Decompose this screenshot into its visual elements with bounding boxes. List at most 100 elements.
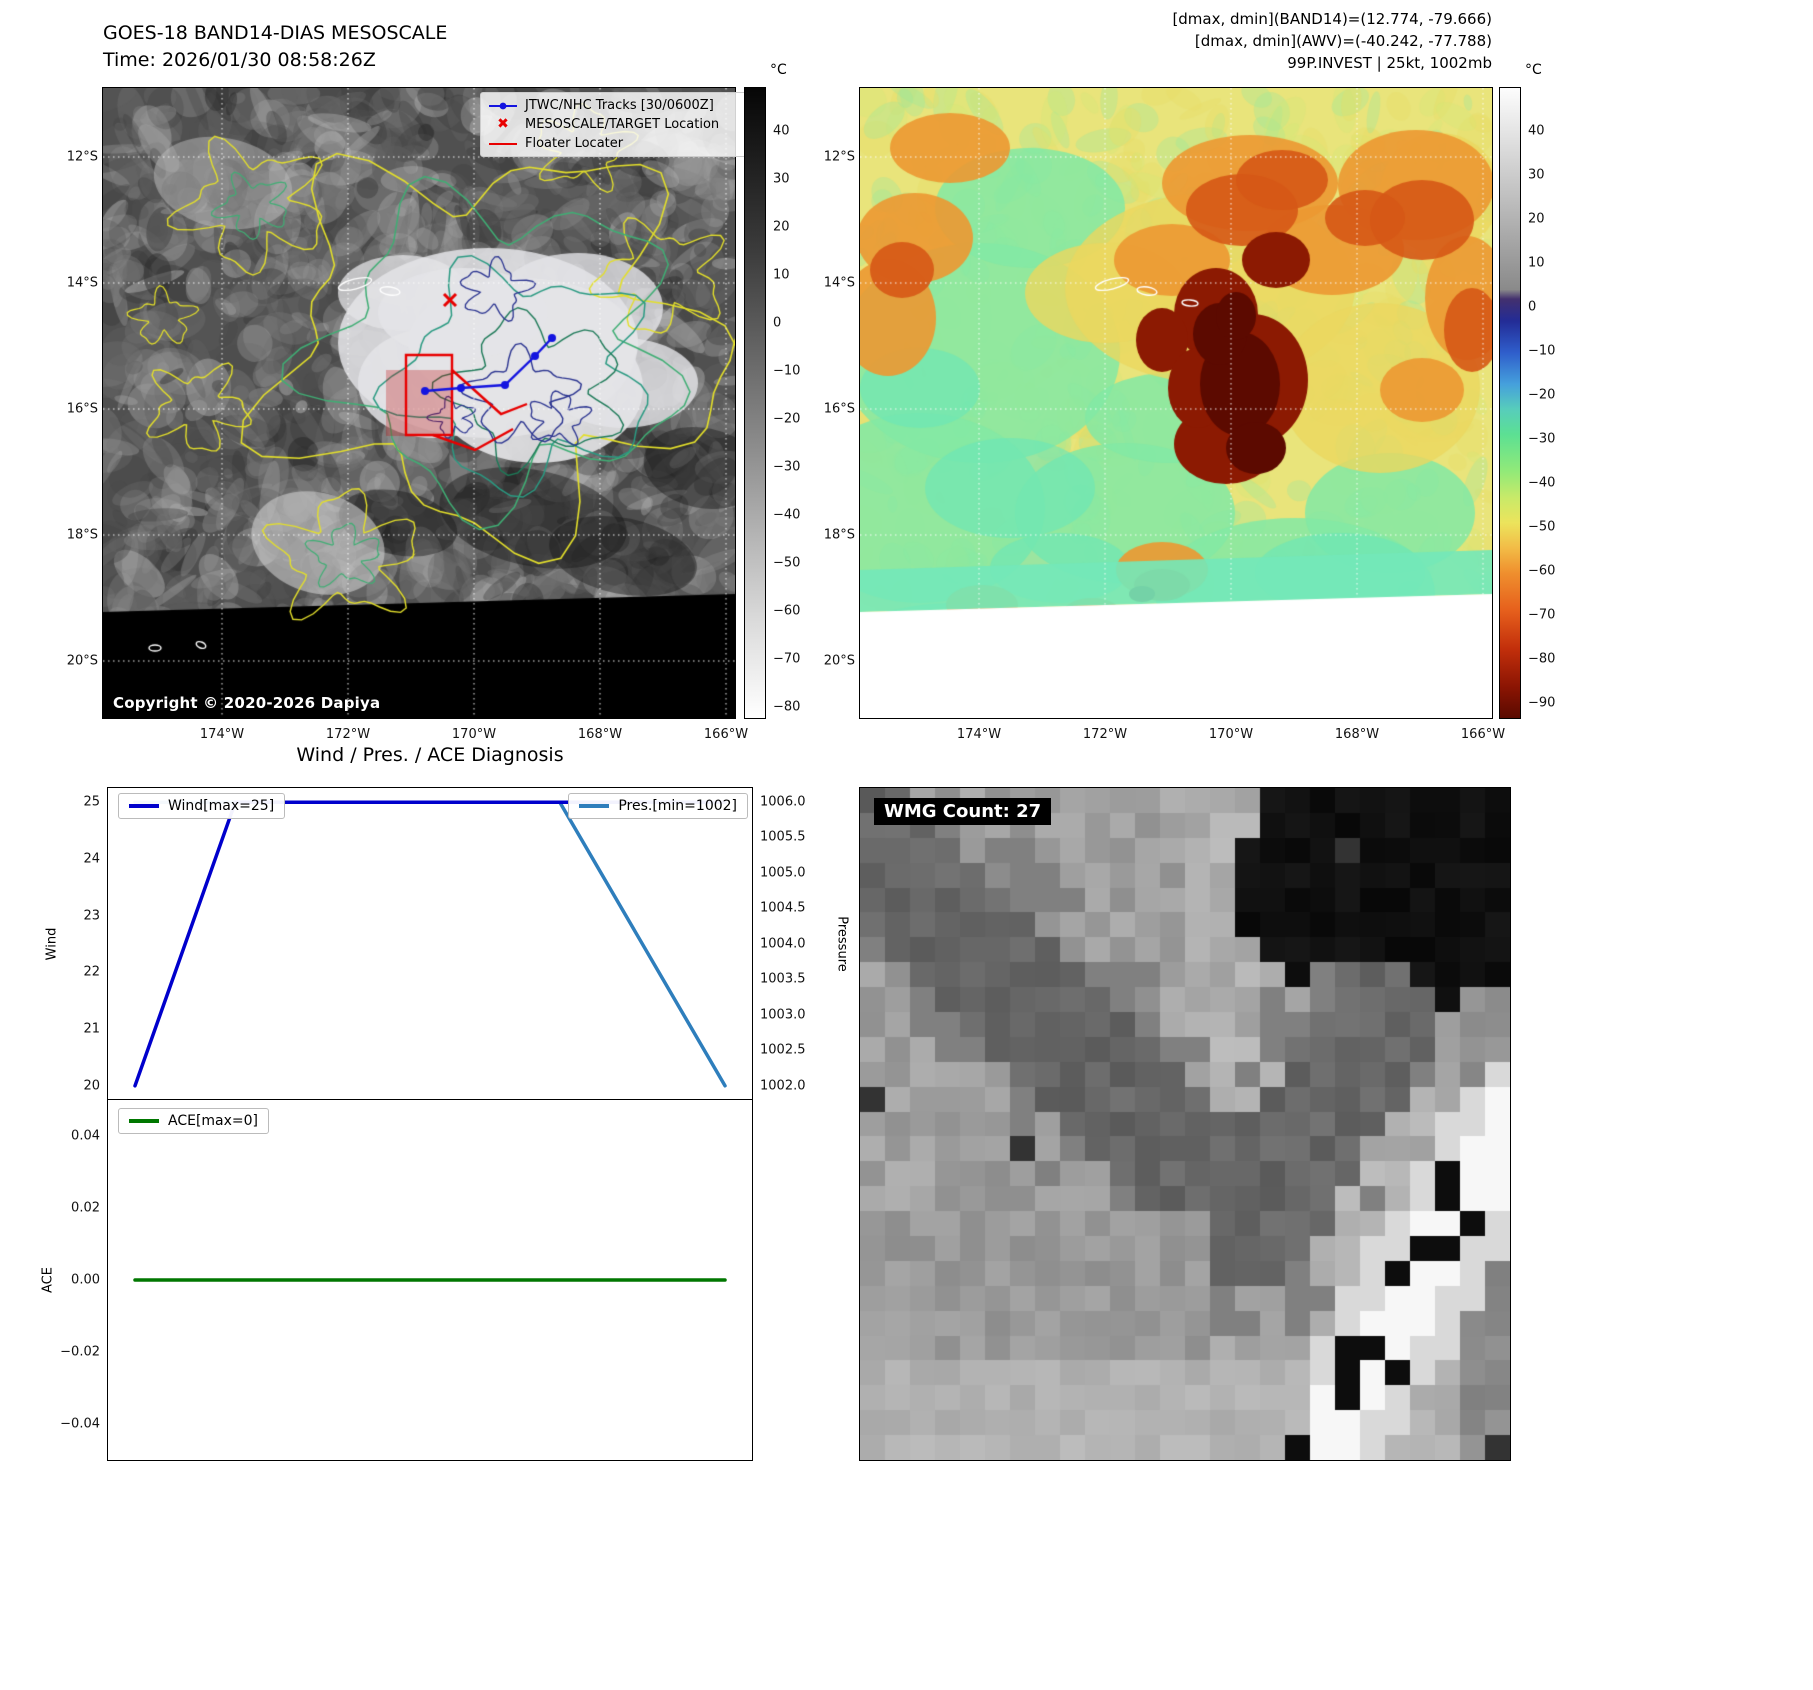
diagnosis-title: Wind / Pres. / ACE Diagnosis — [296, 744, 564, 766]
pressure-axis-tick: 1002.0 — [760, 1078, 806, 1094]
legend-row-target: ✖ MESOSCALE/TARGET Location — [487, 117, 743, 132]
wind-axis-tick: 22 — [83, 964, 100, 980]
pres-line-icon — [579, 804, 610, 808]
enhanced-ir-image — [860, 88, 1492, 718]
colorbar-tick: −20 — [1528, 387, 1556, 403]
lat-tick: 16°S — [823, 401, 855, 417]
lat-tick: 16°S — [66, 401, 98, 417]
wind-axis-tick: 24 — [83, 851, 100, 867]
wmg-microwave-image — [860, 788, 1510, 1460]
copyright-text: Copyright © 2020-2026 Dapiya — [113, 694, 381, 712]
colorbar-tick: −50 — [1528, 519, 1556, 535]
lat-tick: 18°S — [823, 527, 855, 543]
ace-axis-label: ACE — [40, 1267, 56, 1293]
colorbar-tick: −10 — [773, 363, 801, 379]
colorbar-tick: −70 — [1528, 607, 1556, 623]
jtwc-track-icon — [487, 99, 519, 112]
enhanced-ir-colorbar-unit: °C — [1525, 62, 1542, 78]
band14-satellite-image — [103, 88, 735, 718]
lat-tick: 14°S — [823, 275, 855, 291]
floater-label: Floater Locater — [525, 136, 624, 151]
colorbar-tick: 40 — [1528, 123, 1545, 139]
colorbar-tick: 40 — [773, 123, 790, 139]
pressure-axis-tick: 1004.5 — [760, 900, 806, 916]
wind-axis-tick: 20 — [83, 1078, 100, 1094]
colorbar-tick: −70 — [773, 651, 801, 667]
floater-line-icon — [487, 137, 519, 150]
pressure-axis-tick: 1005.0 — [760, 865, 806, 881]
ace-axis-tick: 0.04 — [71, 1128, 100, 1144]
lon-tick: 168°W — [577, 727, 623, 742]
dmax-dmin-band14: [dmax, dmin](BAND14)=(12.774, -79.666) — [1172, 10, 1492, 28]
dmax-dmin-header: [dmax, dmin](BAND14)=(12.774, -79.666) [… — [1172, 8, 1492, 74]
colorbar-tick: −40 — [773, 507, 801, 523]
colorbar-tick: 20 — [773, 219, 790, 235]
enhanced-ir-map-panel — [859, 87, 1493, 719]
ace-axis-tick: −0.04 — [60, 1416, 100, 1432]
band14-colorbar — [744, 87, 766, 719]
colorbar-tick: −60 — [773, 603, 801, 619]
lat-tick: 14°S — [66, 275, 98, 291]
colorbar-tick: 30 — [773, 171, 790, 187]
dmax-dmin-awv: [dmax, dmin](AWV)=(-40.242, -77.788) — [1194, 32, 1492, 50]
pressure-axis-label: Pressure — [834, 916, 850, 972]
colorbar-tick: −10 — [1528, 343, 1556, 359]
enhanced-ir-colorbar — [1499, 87, 1521, 719]
colorbar-tick: −50 — [773, 555, 801, 571]
lon-tick: 174°W — [199, 727, 245, 742]
lat-tick: 18°S — [66, 527, 98, 543]
target-label: MESOSCALE/TARGET Location — [525, 117, 720, 132]
colorbar-tick: 30 — [1528, 167, 1545, 183]
jtwc-track-label: JTWC/NHC Tracks [30/0600Z] — [525, 98, 714, 113]
colorbar-tick: −20 — [773, 411, 801, 427]
pressure-axis-tick: 1006.0 — [760, 794, 806, 810]
wind-legend: Wind[max=25] — [118, 793, 286, 819]
lon-tick: 166°W — [1460, 727, 1506, 742]
wind-axis-tick: 25 — [83, 794, 100, 810]
lat-tick: 20°S — [823, 653, 855, 669]
wmg-count-badge: WMG Count: 27 — [874, 798, 1052, 825]
wind-pressure-lines — [133, 800, 727, 1088]
colorbar-tick: −90 — [1528, 695, 1556, 711]
legend-row-tracks: JTWC/NHC Tracks [30/0600Z] — [487, 98, 743, 113]
lon-tick: 172°W — [1082, 727, 1128, 742]
band14-map-panel: JTWC/NHC Tracks [30/0600Z] ✖ MESOSCALE/T… — [102, 87, 750, 719]
colorbar-tick: −80 — [1528, 651, 1556, 667]
colorbar-tick: 20 — [1528, 211, 1545, 227]
wind-line-icon — [129, 804, 159, 808]
band14-title-block: GOES-18 BAND14-DIAS MESOSCALE Time: 2026… — [103, 20, 447, 74]
wind-axis-label: Wind — [44, 927, 60, 961]
wind-pressure-plot: Wind[max=25] Pres.[min=1002] — [107, 787, 753, 1101]
ace-legend: ACE[max=0] — [118, 1108, 270, 1134]
lon-tick: 170°W — [451, 727, 497, 742]
ace-line-icon — [129, 1119, 159, 1123]
colorbar-tick: 0 — [773, 315, 782, 331]
wind-legend-label: Wind[max=25] — [168, 798, 275, 814]
ace-axis-tick: 0.00 — [71, 1272, 100, 1288]
lon-tick: 170°W — [1208, 727, 1254, 742]
pressure-axis-tick: 1002.5 — [760, 1042, 806, 1058]
lon-tick: 172°W — [325, 727, 371, 742]
invest-status: 99P.INVEST | 25kt, 1002mb — [1287, 54, 1492, 72]
pressure-axis-tick: 1005.5 — [760, 829, 806, 845]
lon-tick: 166°W — [703, 727, 749, 742]
lat-tick: 12°S — [823, 149, 855, 165]
wmg-panel: WMG Count: 27 — [859, 787, 1511, 1461]
pressure-axis-tick: 1003.5 — [760, 971, 806, 987]
pres-legend: Pres.[min=1002] — [568, 793, 748, 819]
lon-tick: 168°W — [1334, 727, 1380, 742]
pressure-axis-tick: 1003.0 — [760, 1007, 806, 1023]
timestamp: Time: 2026/01/30 08:58:26Z — [103, 49, 376, 71]
legend-row-floater: Floater Locater — [487, 136, 743, 151]
map-legend: JTWC/NHC Tracks [30/0600Z] ✖ MESOSCALE/T… — [480, 92, 750, 157]
wind-axis-tick: 21 — [83, 1021, 100, 1037]
wind-axis-tick: 23 — [83, 908, 100, 924]
colorbar-tick: 10 — [773, 267, 790, 283]
colorbar-tick: −80 — [773, 699, 801, 715]
lat-tick: 20°S — [66, 653, 98, 669]
colorbar-tick: −30 — [773, 459, 801, 475]
colorbar-tick: 10 — [1528, 255, 1545, 271]
lon-tick: 174°W — [956, 727, 1002, 742]
ace-axis-tick: −0.02 — [60, 1344, 100, 1360]
ace-legend-label: ACE[max=0] — [168, 1113, 259, 1129]
